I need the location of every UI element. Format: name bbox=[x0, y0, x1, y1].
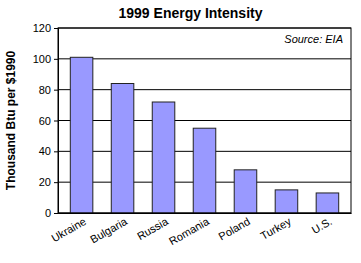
x-tick: Poland bbox=[216, 213, 252, 242]
y-tick-mark bbox=[54, 121, 58, 122]
bar bbox=[275, 190, 298, 213]
grid-line bbox=[58, 89, 351, 90]
y-tick-label: 60 bbox=[39, 115, 51, 127]
title: 1999 Energy Intensity bbox=[119, 5, 263, 21]
bar bbox=[316, 193, 339, 213]
y-tick-mark bbox=[54, 213, 58, 214]
x-axis: UkraineBulgariaRussiaRomaniaPolandTurkey… bbox=[49, 213, 351, 247]
x-tick-label: Russia bbox=[135, 214, 171, 242]
y-axis: 0 20 40 60 80 100 120 bbox=[33, 22, 59, 219]
x-tick: Ukraine bbox=[49, 213, 88, 244]
grid bbox=[58, 28, 351, 213]
plot: 0 20 40 60 80 100 120 UkraineBulgariaRussiaRoma… bbox=[33, 22, 352, 247]
x-tick-label: Poland bbox=[216, 215, 252, 243]
y-tick: 100 bbox=[33, 53, 58, 65]
y-tick-mark bbox=[54, 28, 58, 29]
x-tick: Turkey bbox=[258, 213, 293, 242]
y-tick-label: 0 bbox=[45, 207, 51, 219]
y-tick-label: 100 bbox=[33, 53, 51, 65]
annotation: Source: EIA bbox=[284, 33, 343, 45]
bar bbox=[234, 170, 257, 213]
plot-background bbox=[58, 28, 351, 213]
y-axis-title: Thousand Btu per $1990 bbox=[4, 50, 18, 190]
y-tick: 20 bbox=[39, 176, 58, 188]
bar bbox=[111, 84, 134, 214]
x-tick: Romania bbox=[167, 213, 212, 247]
y-tick-mark bbox=[54, 59, 58, 60]
y-tick-mark bbox=[54, 90, 58, 91]
x-tick: Russia bbox=[135, 213, 171, 242]
bar bbox=[70, 57, 93, 213]
y-tick-mark bbox=[54, 182, 58, 183]
y-axis-line bbox=[54, 29, 59, 214]
y-tick: 80 bbox=[39, 84, 58, 96]
y-tick-label: 40 bbox=[39, 145, 51, 157]
chart: 1999 Energy Intensity 0 20 40 60 80 100 120 Ukra… bbox=[0, 0, 361, 263]
y-tick: 0 bbox=[45, 207, 58, 219]
x-tick-label: Ukraine bbox=[49, 215, 88, 244]
y-tick: 60 bbox=[39, 115, 58, 127]
bar bbox=[193, 128, 216, 213]
x-tick-label: U.S. bbox=[309, 215, 334, 236]
y-tick-label: 80 bbox=[39, 84, 51, 96]
y-tick-mark bbox=[54, 151, 58, 152]
x-tick: U.S. bbox=[309, 213, 334, 236]
bar bbox=[152, 102, 175, 213]
y-tick-label: 120 bbox=[33, 22, 51, 34]
y-tick: 40 bbox=[39, 145, 58, 157]
grid-line bbox=[58, 120, 351, 121]
plot-frame bbox=[58, 28, 351, 213]
bars bbox=[70, 57, 338, 213]
x-tick-label: Turkey bbox=[258, 215, 293, 242]
y-tick: 120 bbox=[33, 22, 58, 34]
grid-line bbox=[58, 58, 351, 59]
x-tick: Bulgaria bbox=[88, 213, 130, 246]
y-tick-label: 20 bbox=[39, 176, 51, 188]
x-axis-line bbox=[59, 213, 352, 214]
x-tick-label: Romania bbox=[167, 215, 212, 248]
x-tick-label: Bulgaria bbox=[88, 214, 130, 245]
